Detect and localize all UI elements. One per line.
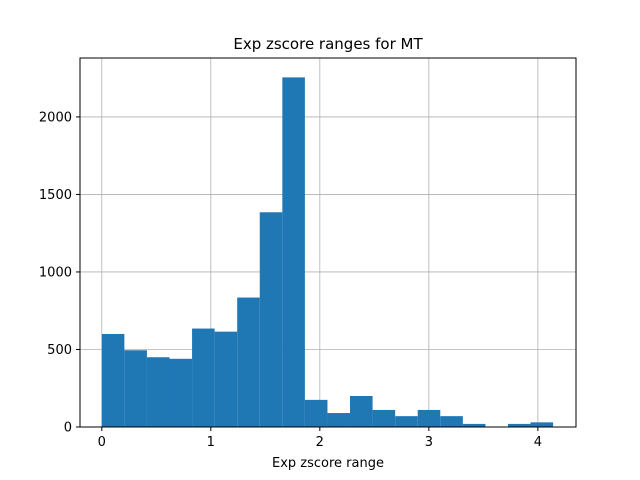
chart-title: Exp zscore ranges for MT xyxy=(233,35,423,53)
histogram-bar xyxy=(440,416,463,427)
y-tick-label: 1000 xyxy=(39,265,72,280)
histogram-bar xyxy=(530,422,554,427)
histogram-bar xyxy=(101,333,125,427)
histogram-bar xyxy=(304,399,328,427)
x-axis-ticks: 0 1 2 3 4 xyxy=(98,427,542,450)
histogram-bar xyxy=(507,423,531,427)
histogram-bar xyxy=(372,409,396,427)
histogram-bar xyxy=(192,328,215,427)
histogram-bar xyxy=(462,423,486,427)
x-tick-label: 1 xyxy=(207,435,215,450)
y-tick-label: 500 xyxy=(47,343,72,358)
histogram-bar xyxy=(327,413,351,427)
histogram-bar xyxy=(124,350,147,427)
y-tick-label: 0 xyxy=(64,421,72,436)
x-tick-label: 3 xyxy=(425,435,433,450)
histogram-bar xyxy=(282,77,305,427)
histogram-bar xyxy=(417,409,441,427)
histogram-bar xyxy=(395,416,418,427)
y-axis-ticks: 0 500 1000 1500 2000 xyxy=(39,110,80,436)
histogram-bar xyxy=(169,358,193,427)
histogram-bar xyxy=(146,357,170,427)
x-axis-label: Exp zscore range xyxy=(272,456,384,471)
y-tick-label: 2000 xyxy=(39,110,72,125)
x-tick-label: 0 xyxy=(98,435,106,450)
histogram-bar xyxy=(214,331,238,427)
y-tick-label: 1500 xyxy=(39,188,72,203)
histogram-bar xyxy=(259,212,283,427)
x-tick-label: 4 xyxy=(534,435,542,450)
histogram-bar xyxy=(237,297,260,427)
histogram-bars xyxy=(101,77,554,427)
plot-frame xyxy=(79,57,577,428)
histogram-bar xyxy=(350,395,373,427)
x-tick-label: 2 xyxy=(316,435,324,450)
